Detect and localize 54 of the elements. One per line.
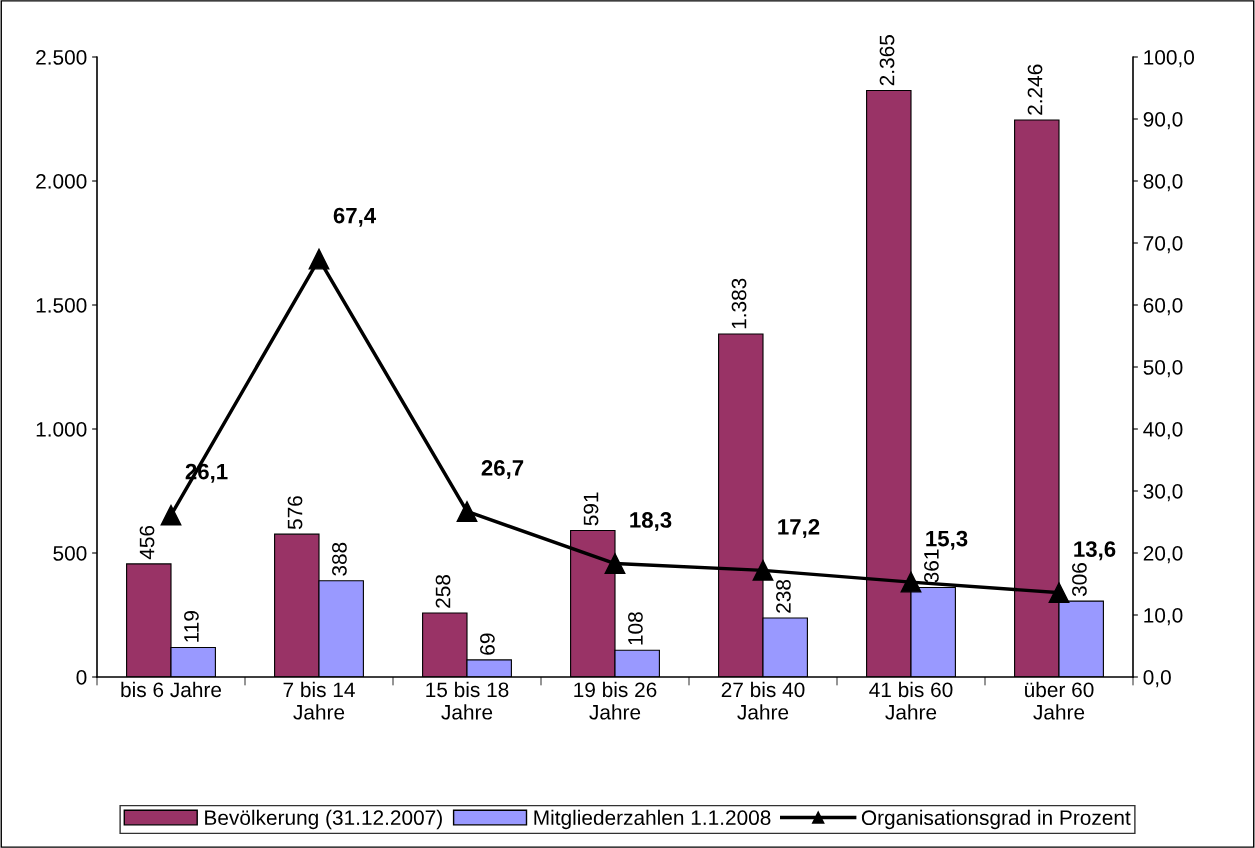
legend-label: Mitgliederzahlen 1.1.2008 [534,809,771,830]
data-label: 17,2 [778,518,820,538]
data-label: 361 [924,549,939,583]
point [900,571,922,593]
data-label: 2.246 [1027,64,1043,115]
y2-tick-label: 100,0 [1144,50,1195,68]
y-tick-label: 0 [76,670,87,685]
y-tick-label: 500 [53,546,87,561]
x-tick-label: bis 6 Jahre [121,681,222,698]
y2-tick-label: 30,0 [1143,484,1183,502]
data-label: 238 [776,579,791,613]
y2-tick-label: 50,0 [1143,360,1183,378]
y2-tick-label: 60,0 [1143,298,1183,316]
x-tick-label: 41 bis 60 Jahre [869,681,953,720]
data-label: 69 [480,633,495,655]
y2-tick-label: 10,0 [1144,608,1183,626]
legend-label: Bevölkerung (31.12.2007) [205,809,442,830]
y2-tick-label: 80,0 [1143,174,1183,192]
point [604,553,626,574]
data-label: 576 [287,496,303,530]
x-tick-label: 27 bis 40 Jahre [721,681,805,720]
data-label: 108 [628,612,643,645]
x-tick-label: 7 bis 14 Jahre [283,681,355,720]
data-label: 119 [184,611,199,642]
data-label: 26,7 [481,460,524,479]
data-label: 258 [435,575,451,608]
point [456,501,478,522]
data-label: 1.383 [731,278,747,329]
y2-tick-label: 20,0 [1143,546,1183,564]
data-label: 15,3 [926,530,968,550]
y-tick-label: 1.500 [36,298,87,313]
data-label: 67,4 [333,207,377,227]
y-tick-label: 1.000 [36,422,87,437]
point [752,559,774,581]
y-tick-label: 2.000 [36,174,87,189]
data-label: 591 [583,492,599,526]
x-tick-label: über 60 Jahre [1025,681,1094,720]
x-tick-label: 15 bis 18 Jahre [426,681,509,720]
data-label: 13,6 [1074,541,1116,561]
data-label: 306 [1072,563,1087,597]
y2-tick-label: 40,0 [1143,422,1183,440]
data-label: 2.365 [879,35,895,86]
legend-label: Organisationsgrad in Prozent [861,809,1131,830]
data-label: 456 [139,525,155,560]
data-label: 18,3 [630,512,672,532]
y-tick-label: 2.500 [36,50,87,65]
y2-tick-label: 0,0 [1143,670,1171,688]
y2-tick-label: 90,0 [1143,112,1183,130]
data-label: 388 [332,542,347,576]
y2-tick-label: 70,0 [1143,236,1183,254]
point [160,504,182,526]
point [1048,582,1070,604]
point [308,248,330,270]
x-tick-label: 19 bis 26 Jahre [574,681,657,720]
